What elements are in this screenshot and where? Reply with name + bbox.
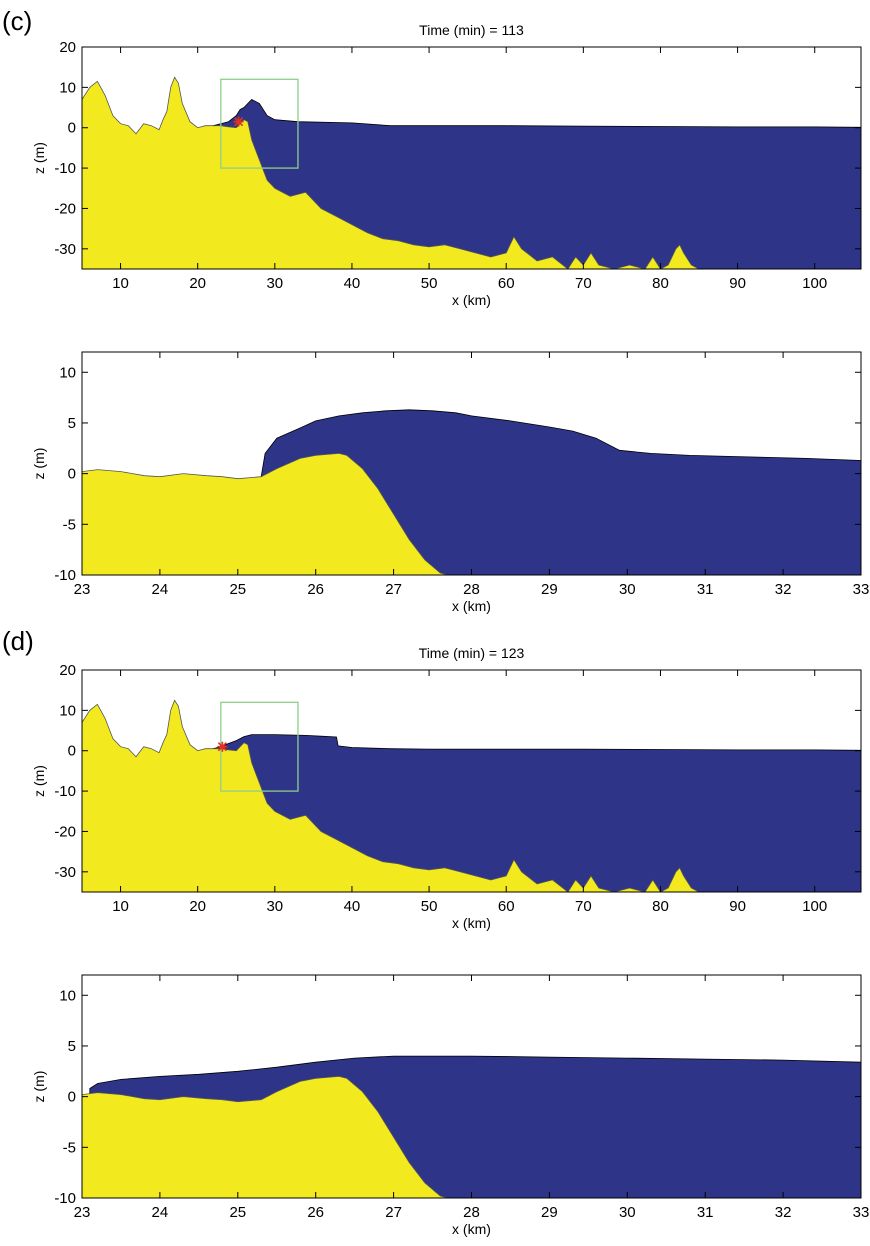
x-tick-label: 23 — [74, 1204, 91, 1221]
y-tick-label: 0 — [68, 1089, 76, 1106]
panel-letter-d: (d) — [2, 626, 34, 656]
y-tick-label: -5 — [63, 516, 76, 533]
y-tick-label: 0 — [68, 120, 76, 137]
x-tick-label: 20 — [189, 275, 206, 292]
plot-area — [82, 699, 861, 892]
x-axis-label: x (km) — [452, 598, 491, 614]
y-tick-label: -10 — [54, 1190, 76, 1207]
x-tick-label: 25 — [229, 581, 246, 598]
x-tick-label: 70 — [575, 275, 592, 292]
shoreline-marker — [233, 116, 244, 127]
y-axis-label: z (m) — [31, 448, 47, 480]
x-tick-label: 90 — [729, 275, 746, 292]
x-tick-label: 20 — [189, 898, 206, 915]
x-tick-label: 31 — [697, 581, 714, 598]
x-tick-label: 90 — [729, 898, 746, 915]
x-tick-label: 24 — [152, 581, 169, 598]
x-tick-label: 30 — [619, 1204, 636, 1221]
x-tick-label: 28 — [463, 581, 480, 598]
y-tick-label: -10 — [54, 783, 76, 800]
x-tick-label: 26 — [307, 581, 324, 598]
x-tick-label: 70 — [575, 898, 592, 915]
y-axis-label: z (m) — [31, 1071, 47, 1103]
x-tick-label: 30 — [266, 898, 283, 915]
x-tick-label: 28 — [463, 1204, 480, 1221]
chart-c-zoom: 23 24 25 26 27 28 29 30 31 32 33 10 5 0 -5 -10 x (km) z (… — [31, 351, 870, 614]
x-axis-label: x (km) — [452, 1221, 491, 1237]
x-tick-label: 40 — [344, 898, 361, 915]
y-tick-label: -10 — [54, 160, 76, 177]
land-area — [82, 699, 707, 892]
axes-frame — [81, 46, 862, 270]
x-tick-label: 10 — [112, 275, 129, 292]
x-tick-label: 32 — [775, 581, 792, 598]
water-area — [212, 734, 861, 892]
x-tick-label: 60 — [498, 898, 515, 915]
water-area — [212, 99, 861, 269]
chart-title: Time (min) = 113 — [419, 22, 524, 38]
y-tick-label: 0 — [68, 743, 76, 760]
panel-letter-c: (c) — [2, 6, 32, 36]
x-tick-label: 33 — [853, 1204, 870, 1221]
y-tick-label: 0 — [68, 466, 76, 483]
x-axis-label: x (km) — [452, 292, 491, 308]
y-tick-label: -20 — [54, 823, 76, 840]
water-area — [260, 409, 861, 575]
y-tick-label: -10 — [54, 567, 76, 584]
x-tick-label: 31 — [697, 1204, 714, 1221]
shoreline-marker — [217, 741, 228, 752]
x-tick-label: 29 — [541, 581, 558, 598]
y-tick-label: 20 — [59, 39, 76, 56]
x-axis-label: x (km) — [452, 915, 491, 931]
x-tick-label: 100 — [802, 898, 827, 915]
chart-title: Time (min) = 123 — [419, 645, 525, 661]
y-tick-label: -30 — [54, 241, 76, 258]
x-tick-label: 30 — [619, 581, 636, 598]
x-tick-label: 25 — [229, 1204, 246, 1221]
x-tick-label: 27 — [385, 581, 402, 598]
x-tick-label: 80 — [652, 898, 669, 915]
x-tick-label: 32 — [775, 1204, 792, 1221]
x-tick-label: 27 — [385, 1204, 402, 1221]
y-tick-label: -30 — [54, 864, 76, 881]
x-tick-label: 30 — [266, 275, 283, 292]
plot-area — [82, 76, 861, 269]
land-area — [82, 1075, 449, 1198]
zoom-box — [220, 78, 299, 169]
land-area — [82, 76, 707, 269]
y-axis-label: z (m) — [31, 765, 47, 797]
x-tick-label: 24 — [152, 1204, 169, 1221]
y-tick-label: 20 — [59, 662, 76, 679]
plot-area — [82, 1055, 861, 1198]
y-tick-label: 10 — [59, 702, 76, 719]
axes-frame — [81, 669, 862, 893]
x-tick-label: 26 — [307, 1204, 324, 1221]
x-tick-label: 100 — [802, 275, 827, 292]
x-tick-label: 60 — [498, 275, 515, 292]
x-tick-label: 29 — [541, 1204, 558, 1221]
y-tick-label: 10 — [59, 987, 76, 1004]
x-tick-label: 23 — [74, 581, 91, 598]
y-tick-label: 10 — [59, 364, 76, 381]
y-tick-label: 10 — [59, 79, 76, 96]
x-tick-label: 80 — [652, 275, 669, 292]
chart-d-zoom: 23 24 25 26 27 28 29 30 31 32 33 10 5 0 -5 -10 x (km) z (… — [31, 974, 870, 1237]
y-tick-label: 5 — [68, 415, 76, 432]
y-tick-label: -5 — [63, 1139, 76, 1156]
x-tick-label: 40 — [344, 275, 361, 292]
plot-area — [82, 409, 861, 575]
y-axis-label: z (m) — [31, 142, 47, 174]
x-tick-label: 50 — [421, 275, 438, 292]
y-tick-label: -20 — [54, 200, 76, 217]
land-area — [82, 452, 449, 575]
x-tick-label: 33 — [853, 581, 870, 598]
y-tick-label: 5 — [68, 1038, 76, 1055]
x-tick-label: 50 — [421, 898, 438, 915]
x-tick-label: 10 — [112, 898, 129, 915]
